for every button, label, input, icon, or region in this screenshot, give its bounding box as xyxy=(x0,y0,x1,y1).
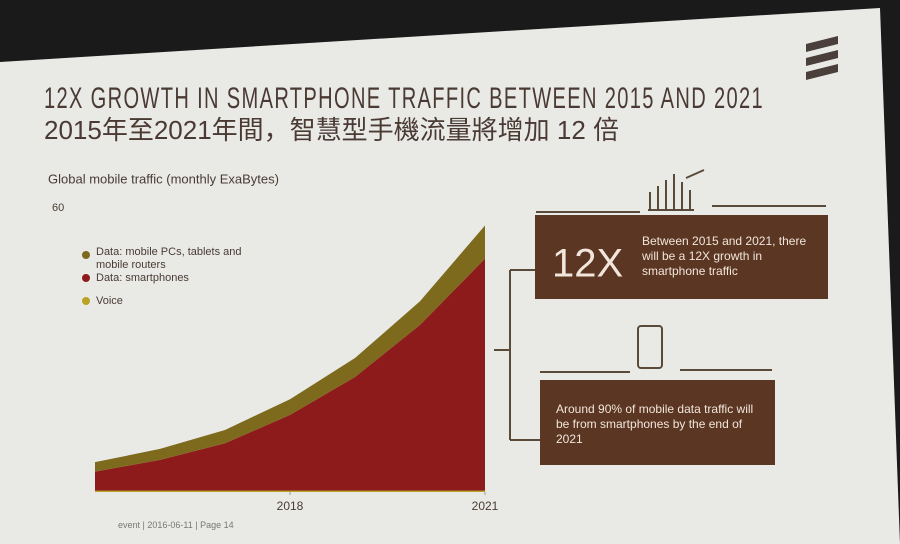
callout-box xyxy=(540,380,775,465)
callout-number: 12X xyxy=(552,242,623,286)
area xyxy=(95,490,485,492)
connectors xyxy=(494,169,826,441)
chart-subtitle: 2015年至2021年間，智慧型手機流量將增加 12 倍 xyxy=(44,115,619,145)
area xyxy=(95,258,485,491)
callout-box xyxy=(535,215,828,299)
legend-marker xyxy=(82,297,90,305)
footer: event | 2016-06-11 | Page 14 xyxy=(118,520,234,530)
y-tick-label: 60 xyxy=(52,202,64,214)
legend-label: Voice xyxy=(96,295,123,307)
x-tick-label: 2018 xyxy=(277,499,304,513)
chart-title: 12X GROWTH IN SMARTPHONE TRAFFIC BETWEEN… xyxy=(44,82,764,115)
y-axis-label: Global mobile traffic (monthly ExaBytes) xyxy=(48,171,279,186)
callout-text: Between 2015 and 2021, there will be a 1… xyxy=(642,234,807,278)
legend-label: Data: mobile PCs, tablets and mobile rout… xyxy=(96,246,242,271)
legend-marker xyxy=(82,274,90,282)
callout-text: Around 90% of mobile data traffic will b… xyxy=(556,402,754,446)
x-tick-label: 2021 xyxy=(472,499,499,513)
legend-label: Data: smartphones xyxy=(96,272,189,284)
legend-marker xyxy=(82,251,90,259)
ericsson-logo xyxy=(806,36,838,80)
